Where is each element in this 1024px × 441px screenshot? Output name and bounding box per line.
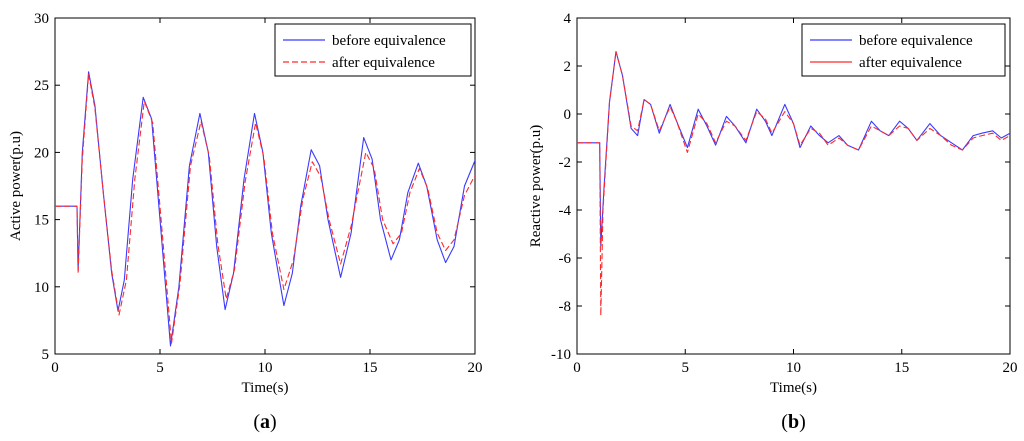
pa-xtick-label: 20 xyxy=(468,360,483,376)
pb-ytick-label: -10 xyxy=(551,347,571,363)
pb-xlabel: Time(s) xyxy=(770,380,817,396)
pa-legend-label: before equivalence xyxy=(332,33,446,49)
pb-ytick-label: -6 xyxy=(559,251,572,267)
pb-ylabel: Reactive power(p.u) xyxy=(528,125,544,247)
pa-series-line-before xyxy=(55,71,475,347)
pa-ytick-label: 5 xyxy=(42,347,50,363)
pb-ytick-label: -4 xyxy=(559,203,572,219)
pa-ylabel: Active power(p.u) xyxy=(8,131,24,241)
pa-series-line-after xyxy=(55,73,475,344)
pb-series-line-after xyxy=(577,51,1010,317)
pb-ytick-label: 4 xyxy=(564,11,572,27)
pb-ytick-label: 0 xyxy=(564,107,572,123)
pa-ytick-label: 20 xyxy=(34,145,49,161)
chart-panel-b: 0 5 10 15 20 -10 -8 -6 -4 -2 0 2 4 Time(s) Reactive po… xyxy=(528,11,1018,433)
pb-xtick-label: 15 xyxy=(894,360,909,376)
pa-panel-label: (a) xyxy=(253,411,276,433)
pa-ytick-label: 25 xyxy=(34,78,49,94)
pa-xtick-label: 15 xyxy=(363,360,378,376)
pb-legend-label: after equivalence xyxy=(859,55,962,71)
pb-xtick-label: 5 xyxy=(682,360,690,376)
pa-xlabel: Time(s) xyxy=(242,380,289,396)
pa-xtick-label: 5 xyxy=(156,360,164,376)
pb-xtick-label: 10 xyxy=(786,360,801,376)
pb-legend-box xyxy=(801,23,1006,77)
pa-ytick-label: 15 xyxy=(34,213,49,229)
pb-series-line-before xyxy=(577,51,1010,247)
pb-ytick-label: -2 xyxy=(559,155,572,171)
pa-legend-label: after equivalence xyxy=(332,55,435,71)
pa-legend-box xyxy=(274,23,472,77)
pb-ytick-label: -8 xyxy=(559,299,572,315)
pa-ytick-label: 30 xyxy=(34,11,49,27)
pa-xtick-label: 0 xyxy=(51,360,59,376)
pb-xtick-label: 0 xyxy=(573,360,581,376)
pb-ytick-label: 2 xyxy=(564,59,572,75)
pb-panel-label: (b) xyxy=(781,411,805,433)
pa-ytick-label: 10 xyxy=(34,280,49,296)
pb-legend-label: before equivalence xyxy=(859,33,973,49)
pa-xtick-label: 10 xyxy=(258,360,273,376)
pb-xtick-label: 20 xyxy=(1003,360,1018,376)
